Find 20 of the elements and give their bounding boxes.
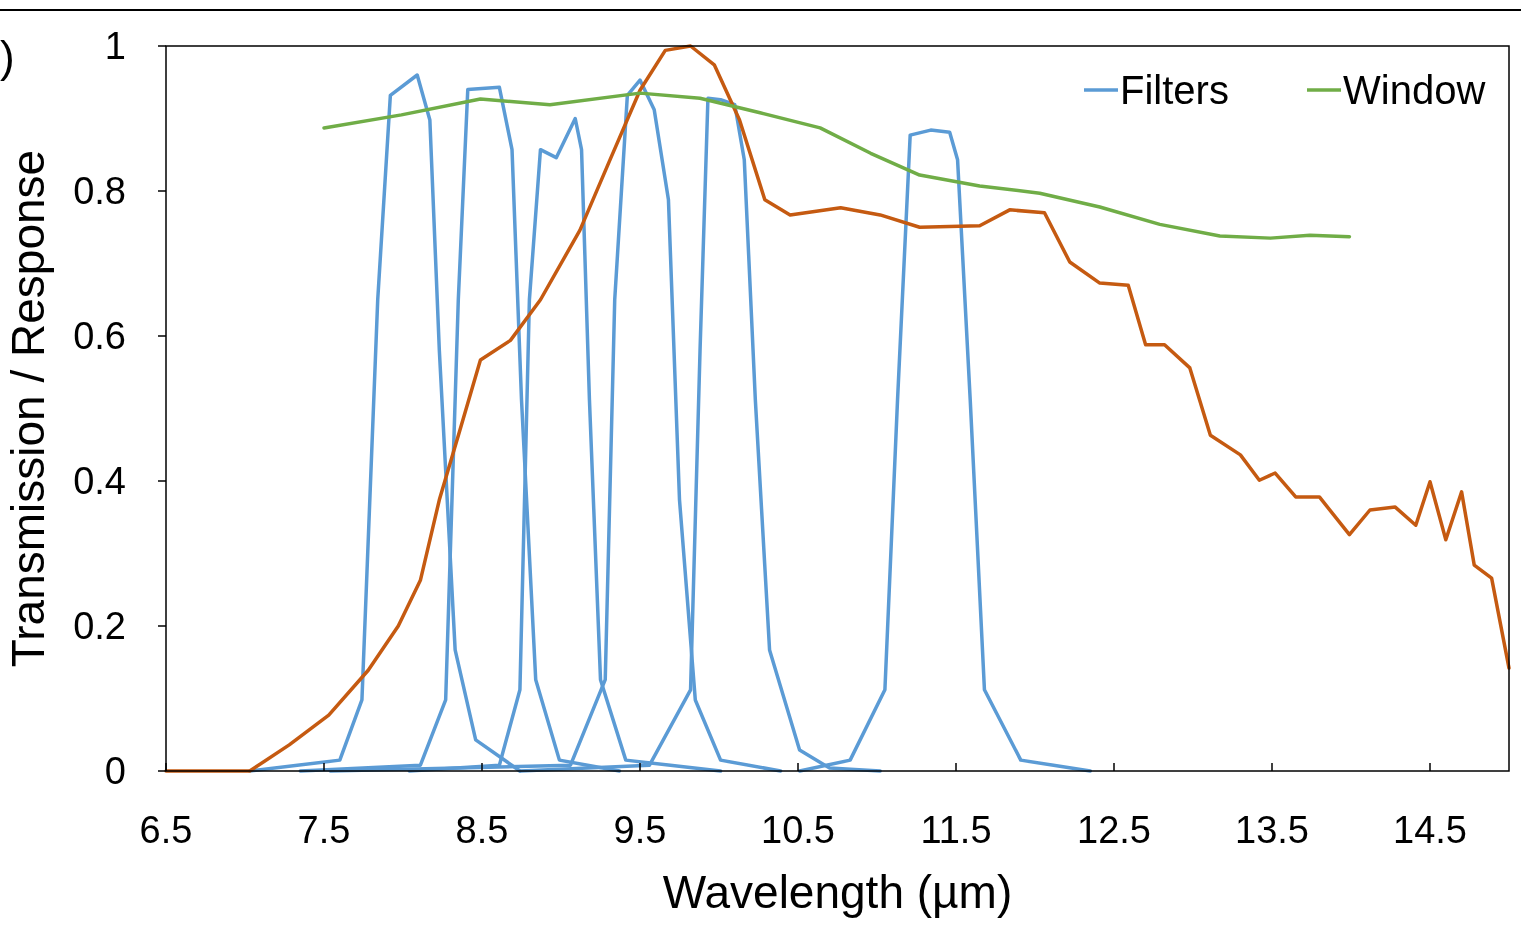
y-axis-title: Transmission / Response xyxy=(2,149,54,668)
x-tick-label: 13.5 xyxy=(1235,809,1309,851)
x-tick-label: 10.5 xyxy=(761,809,835,851)
y-tick-label: 0 xyxy=(104,750,126,792)
x-tick-label: 11.5 xyxy=(920,809,992,851)
x-tick-label: 12.5 xyxy=(1077,809,1151,851)
y-tick-label: 0.8 xyxy=(73,170,126,212)
x-tick-label: 7.5 xyxy=(297,809,351,851)
x-tick-label: 9.5 xyxy=(613,809,667,851)
text: ) xyxy=(0,32,15,81)
x-axis-title: Wavelength (µm) xyxy=(662,866,1013,918)
y-tick-label: 0.6 xyxy=(73,315,126,357)
y-tick-label: 0.4 xyxy=(73,460,126,502)
x-tick-label: 6.5 xyxy=(139,809,193,851)
y-tick-label: 0.2 xyxy=(73,605,126,647)
x-tick-label: 8.5 xyxy=(455,809,509,851)
legend-label: Window xyxy=(1343,68,1486,112)
x-tick-label: 14.5 xyxy=(1393,809,1467,851)
legend-label: Filters xyxy=(1120,68,1229,112)
y-tick-label: 1 xyxy=(104,25,126,67)
